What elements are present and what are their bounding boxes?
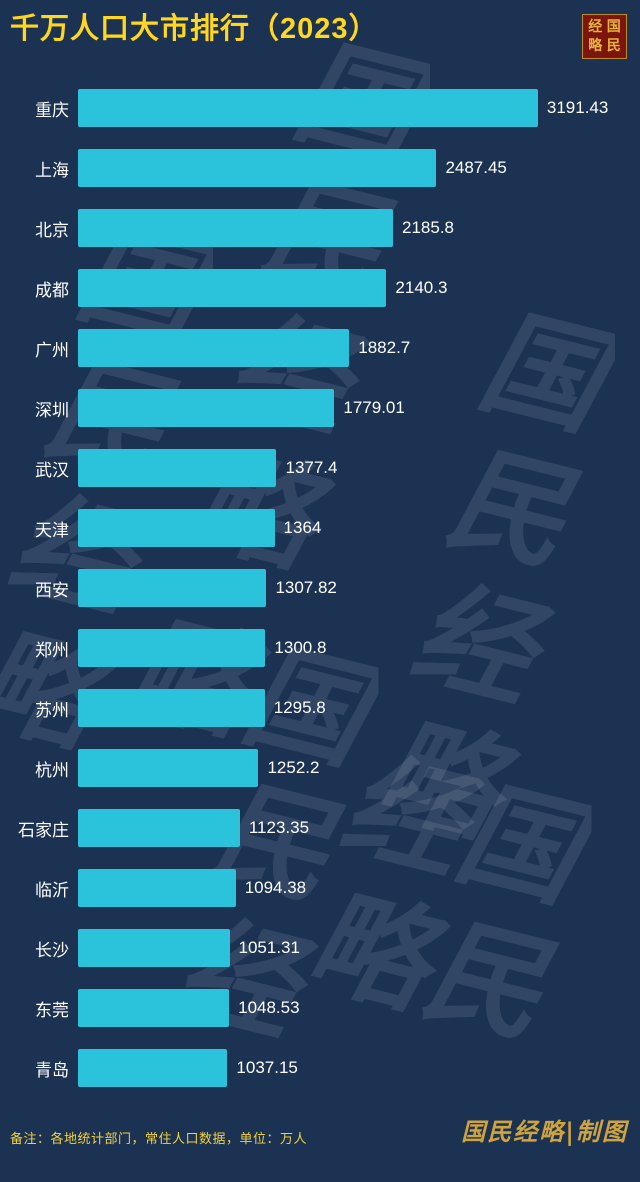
value-label: 2487.45: [445, 158, 507, 177]
bar-area: 1094.38: [78, 869, 640, 907]
bar: [78, 749, 259, 787]
city-label: 郑州: [35, 640, 69, 660]
bar-area: 1377.4: [78, 449, 640, 487]
value-label: 1048.53: [238, 998, 300, 1017]
credit-text: 国民经略|制图: [461, 1117, 628, 1146]
city-label: 天津: [35, 520, 69, 540]
bar-area: 3191.43: [78, 89, 640, 127]
value-label: 1364: [283, 518, 322, 537]
value-label: 1377.4: [285, 458, 338, 477]
page-title: 千万人口大市排行（2023）: [10, 13, 379, 45]
bar-chart: 重庆 3191.43 上海 2487.45 北京 2185.8 成都 2140.3 广州 1882…: [0, 70, 640, 1098]
value-label: 2185.8: [402, 218, 454, 237]
brand-seal-logo: 经 国 略 民: [582, 14, 627, 59]
header: 千万人口大市排行（2023） 经 国 略 民: [0, 0, 640, 70]
bar-area: 1295.8: [78, 689, 640, 727]
chart-row: 石家庄 1123.35: [0, 798, 640, 858]
bar: [78, 629, 266, 667]
bar: [78, 509, 275, 547]
chart-row: 青岛 1037.15: [0, 1038, 640, 1098]
city-label: 重庆: [35, 100, 69, 120]
value-label: 1252.2: [267, 758, 320, 777]
value-label: 1051.31: [238, 938, 300, 957]
city-label: 成都: [35, 280, 69, 300]
bar: [78, 89, 538, 127]
city-label: 武汉: [35, 460, 69, 480]
value-label: 1882.7: [358, 338, 411, 357]
bar: [78, 209, 393, 247]
chart-row: 长沙 1051.31: [0, 918, 640, 978]
value-label: 1295.8: [273, 698, 326, 717]
bar-area: 1048.53: [78, 989, 640, 1027]
bar: [78, 809, 240, 847]
chart-row: 成都 2140.3: [0, 258, 640, 318]
bar-area: 1252.2: [78, 749, 640, 787]
bar: [78, 869, 236, 907]
seal-char: 民: [606, 37, 621, 54]
city-label: 青岛: [35, 1060, 69, 1080]
seal-char: 国: [606, 19, 621, 36]
value-label: 3191.43: [546, 98, 609, 117]
chart-row: 武汉 1377.4: [0, 438, 640, 498]
chart-row: 西安 1307.82: [0, 558, 640, 618]
city-label: 东莞: [35, 1000, 69, 1020]
value-label: 2140.3: [395, 278, 448, 297]
chart-row: 深圳 1779.01: [0, 378, 640, 438]
bar-area: 1364: [78, 509, 640, 547]
value-label: 1037.15: [236, 1058, 298, 1077]
seal-char: 略: [588, 37, 603, 54]
bar: [78, 449, 277, 487]
chart-row: 东莞 1048.53: [0, 978, 640, 1038]
bar-area: 2487.45: [78, 149, 640, 187]
value-label: 1300.8: [274, 638, 327, 657]
chart-row: 广州 1882.7: [0, 318, 640, 378]
city-label: 深圳: [35, 400, 69, 420]
city-label: 上海: [35, 160, 69, 180]
bar: [78, 569, 267, 607]
city-label: 临沂: [35, 880, 69, 900]
value-label: 1307.82: [275, 578, 337, 597]
city-label: 西安: [35, 580, 69, 600]
source-note: 备注：各地统计部门，常住人口数据，单位：万人: [10, 1131, 308, 1146]
chart-row: 天津 1364: [0, 498, 640, 558]
city-label: 广州: [35, 340, 69, 360]
bar: [78, 149, 437, 187]
bar-area: 1051.31: [78, 929, 640, 967]
chart-row: 临沂 1094.38: [0, 858, 640, 918]
city-label: 北京: [35, 220, 69, 240]
value-label: 1123.35: [248, 818, 310, 837]
bar: [78, 269, 387, 307]
city-label: 长沙: [35, 940, 69, 960]
bar: [78, 989, 230, 1027]
bar-area: 1882.7: [78, 329, 640, 367]
chart-row: 上海 2487.45: [0, 138, 640, 198]
bar-area: 2185.8: [78, 209, 640, 247]
bar-area: 1307.82: [78, 569, 640, 607]
city-label: 石家庄: [18, 820, 69, 840]
bar: [78, 389, 335, 427]
chart-row: 苏州 1295.8: [0, 678, 640, 738]
value-label: 1779.01: [343, 398, 405, 417]
bar: [78, 929, 230, 967]
bar: [78, 689, 265, 727]
city-label: 苏州: [35, 700, 69, 720]
bar-area: 1300.8: [78, 629, 640, 667]
bar-area: 1779.01: [78, 389, 640, 427]
bar-area: 1123.35: [78, 809, 640, 847]
footer: 备注：各地统计部门，常住人口数据，单位：万人 国民经略|制图: [0, 1112, 640, 1147]
chart-row: 郑州 1300.8: [0, 618, 640, 678]
chart-row: 北京 2185.8: [0, 198, 640, 258]
bar: [78, 1049, 228, 1087]
city-label: 杭州: [35, 760, 69, 780]
bar: [78, 329, 350, 367]
chart-row: 重庆 3191.43: [0, 78, 640, 138]
seal-char: 经: [588, 19, 603, 36]
bar-area: 1037.15: [78, 1049, 640, 1087]
chart-row: 杭州 1252.2: [0, 738, 640, 798]
value-label: 1094.38: [244, 878, 307, 897]
bar-area: 2140.3: [78, 269, 640, 307]
